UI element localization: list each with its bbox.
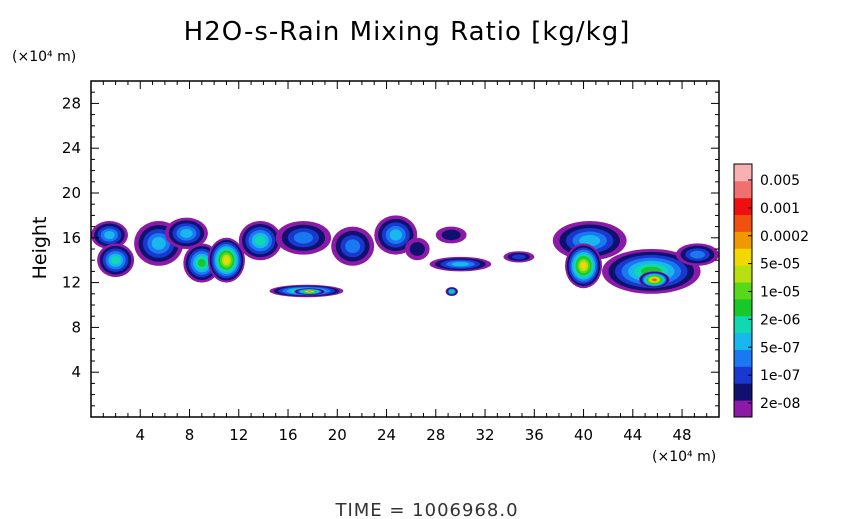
x-tick-label: 4 bbox=[135, 426, 145, 444]
colorbar-swatch bbox=[734, 197, 752, 215]
y-tick-label: 4 bbox=[71, 363, 81, 381]
cloud-contour bbox=[255, 235, 266, 246]
cloud-contour bbox=[223, 256, 230, 264]
cloud-region bbox=[164, 217, 208, 250]
y-tick-label: 8 bbox=[71, 318, 81, 336]
y-tick-label: 28 bbox=[62, 94, 81, 112]
colorbar-swatch bbox=[734, 383, 752, 401]
cloud-contour bbox=[180, 228, 193, 238]
colorbar-swatch bbox=[734, 248, 752, 266]
colorbar: 0.005 0.001 0.0002 5e-05 1e-05 2e-06 5e-07 1e-0… bbox=[733, 163, 809, 418]
colorbar-label: 5e-05 bbox=[760, 257, 800, 273]
cloud-region bbox=[405, 237, 430, 261]
colorbar-label: 2e-06 bbox=[760, 312, 800, 328]
colorbar-swatch bbox=[734, 265, 752, 283]
y-tick-label: 20 bbox=[62, 184, 81, 202]
colorbar-swatch bbox=[734, 282, 752, 300]
colorbar-swatch bbox=[734, 349, 752, 367]
cloud-region bbox=[238, 221, 282, 261]
cloud-contour bbox=[104, 231, 115, 239]
cloud-region bbox=[374, 215, 418, 255]
cloud-region bbox=[601, 249, 701, 294]
colorbar-swatch bbox=[734, 164, 752, 182]
chart-title: H2O-s-Rain Mixing Ratio [kg/kg] bbox=[184, 17, 631, 47]
cloud-region bbox=[638, 271, 670, 289]
colorbar-label: 5e-07 bbox=[760, 340, 800, 356]
cloud-contour bbox=[293, 232, 314, 244]
cloud-region bbox=[565, 243, 603, 289]
colorbar-swatch bbox=[734, 332, 752, 350]
cloud-region bbox=[183, 243, 221, 283]
x-tick-label: 32 bbox=[475, 426, 494, 444]
colorbar-swatch bbox=[734, 298, 752, 317]
colorbar-swatch bbox=[734, 400, 752, 418]
cloud-contour bbox=[689, 250, 705, 259]
y-tick-label: 24 bbox=[62, 139, 81, 157]
colorbar-swatch bbox=[734, 231, 752, 249]
cloud-contour bbox=[451, 262, 470, 267]
cloud-region bbox=[294, 288, 325, 295]
colorbar-label: 0.001 bbox=[760, 201, 800, 217]
cloud-contour bbox=[652, 278, 657, 281]
x-tick-label: 44 bbox=[623, 426, 642, 444]
cloud-contour bbox=[197, 258, 206, 268]
cloud-contour bbox=[580, 262, 587, 270]
colorbar-label: 1e-05 bbox=[760, 285, 800, 301]
x-tick-label: 40 bbox=[574, 426, 593, 444]
time-label: TIME = 1006968.0 bbox=[334, 500, 518, 519]
cloud-contour bbox=[345, 239, 361, 253]
colorbar-label: 0.0002 bbox=[760, 229, 809, 245]
x-tick-label: 28 bbox=[426, 426, 445, 444]
x-tick-label: 12 bbox=[229, 426, 248, 444]
colorbar-swatch bbox=[734, 366, 752, 384]
cloud-contour bbox=[579, 235, 601, 247]
cloud-region bbox=[503, 251, 535, 263]
colorbar-label: 0.005 bbox=[760, 173, 800, 189]
cloud-contour bbox=[441, 229, 461, 241]
x-tick-label: 20 bbox=[328, 426, 347, 444]
cloud-contour bbox=[409, 242, 425, 256]
colorbar-label: 1e-07 bbox=[760, 368, 800, 384]
cloud-contour bbox=[450, 290, 454, 293]
cloud-contour bbox=[389, 229, 402, 241]
cloud-region bbox=[331, 226, 375, 266]
cloud-region bbox=[97, 243, 135, 277]
cloud-region bbox=[445, 287, 458, 297]
colorbar-label: 2e-08 bbox=[760, 396, 800, 412]
y-tick-label: 16 bbox=[62, 229, 81, 247]
cloud-field bbox=[90, 215, 719, 298]
x-tick-label: 16 bbox=[278, 426, 297, 444]
y-tick-label: 12 bbox=[62, 274, 81, 292]
x-axis-unit: (×10⁴ m) bbox=[652, 449, 716, 465]
cloud-contour bbox=[151, 237, 166, 250]
cloud-region bbox=[207, 237, 245, 283]
cloud-contour bbox=[111, 256, 121, 265]
y-axis: 4 8 12 16 20 24 28 bbox=[62, 91, 719, 407]
cloud-contour bbox=[307, 291, 312, 293]
cloud-contour bbox=[512, 254, 526, 260]
cloud-region bbox=[435, 226, 467, 244]
cloud-region bbox=[429, 256, 492, 272]
cloud-region bbox=[90, 221, 128, 249]
cloud-region bbox=[275, 221, 332, 255]
x-tick-label: 24 bbox=[377, 426, 396, 444]
cloud-region bbox=[675, 243, 719, 266]
x-tick-label: 48 bbox=[673, 426, 692, 444]
x-axis: 4 8 12 16 20 24 28 32 36 40 44 48 bbox=[102, 81, 708, 444]
colorbar-frame bbox=[733, 163, 753, 418]
y-axis-label: Height bbox=[29, 217, 51, 280]
x-tick-label: 36 bbox=[525, 426, 544, 444]
y-axis-unit: (×10⁴ m) bbox=[12, 49, 76, 65]
colorbar-swatch bbox=[734, 180, 752, 199]
x-tick-label: 8 bbox=[185, 426, 195, 444]
colorbar-swatch bbox=[734, 315, 752, 334]
colorbar-swatch bbox=[734, 214, 752, 232]
